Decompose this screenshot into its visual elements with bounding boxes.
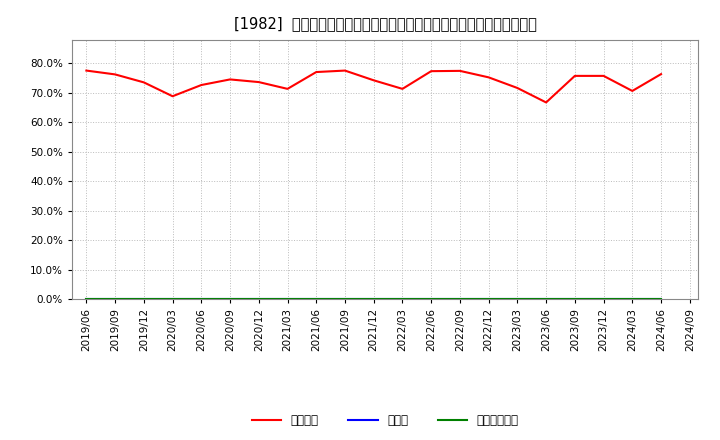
繰延税金資産 (599, 297, 608, 302)
のれん (312, 297, 320, 302)
繰延税金資産 (197, 297, 206, 302)
自己資本 (369, 78, 378, 83)
のれん (369, 297, 378, 302)
のれん (82, 297, 91, 302)
自己資本 (599, 73, 608, 78)
繰延税金資産 (225, 297, 234, 302)
繰延税金資産 (369, 297, 378, 302)
自己資本 (570, 73, 579, 78)
自己資本 (168, 94, 177, 99)
自己資本 (541, 100, 550, 105)
のれん (427, 297, 436, 302)
繰延税金資産 (570, 297, 579, 302)
自己資本 (140, 80, 148, 85)
繰延税金資産 (111, 297, 120, 302)
のれん (570, 297, 579, 302)
のれん (456, 297, 464, 302)
繰延税金資産 (427, 297, 436, 302)
のれん (197, 297, 206, 302)
繰延税金資産 (82, 297, 91, 302)
繰延税金資産 (398, 297, 407, 302)
自己資本 (657, 71, 665, 77)
自己資本 (82, 68, 91, 73)
のれん (485, 297, 493, 302)
自己資本 (456, 68, 464, 73)
繰延税金資産 (168, 297, 177, 302)
のれん (140, 297, 148, 302)
のれん (628, 297, 636, 302)
繰延税金資産 (541, 297, 550, 302)
繰延税金資産 (283, 297, 292, 302)
のれん (541, 297, 550, 302)
繰延税金資産 (312, 297, 320, 302)
繰延税金資産 (513, 297, 522, 302)
自己資本 (628, 88, 636, 94)
繰延税金資産 (456, 297, 464, 302)
Legend: 自己資本, のれん, 繰延税金資産: 自己資本, のれん, 繰延税金資産 (252, 414, 518, 427)
のれん (398, 297, 407, 302)
自己資本 (312, 70, 320, 75)
のれん (225, 297, 234, 302)
のれん (168, 297, 177, 302)
のれん (341, 297, 349, 302)
自己資本 (254, 80, 263, 85)
繰延税金資産 (140, 297, 148, 302)
のれん (513, 297, 522, 302)
Line: 自己資本: 自己資本 (86, 70, 661, 103)
繰延税金資産 (628, 297, 636, 302)
自己資本 (111, 72, 120, 77)
自己資本 (427, 69, 436, 74)
自己資本 (398, 86, 407, 92)
繰延税金資産 (657, 297, 665, 302)
自己資本 (341, 68, 349, 73)
のれん (283, 297, 292, 302)
繰延税金資産 (341, 297, 349, 302)
のれん (254, 297, 263, 302)
Title: [1982]  自己資本、のれん、繰延税金資産の総資産に対する比率の推移: [1982] 自己資本、のれん、繰延税金資産の総資産に対する比率の推移 (234, 16, 536, 32)
自己資本 (513, 85, 522, 91)
自己資本 (283, 86, 292, 92)
自己資本 (485, 75, 493, 80)
繰延税金資産 (485, 297, 493, 302)
のれん (111, 297, 120, 302)
繰延税金資産 (254, 297, 263, 302)
のれん (599, 297, 608, 302)
のれん (657, 297, 665, 302)
自己資本 (225, 77, 234, 82)
自己資本 (197, 82, 206, 88)
